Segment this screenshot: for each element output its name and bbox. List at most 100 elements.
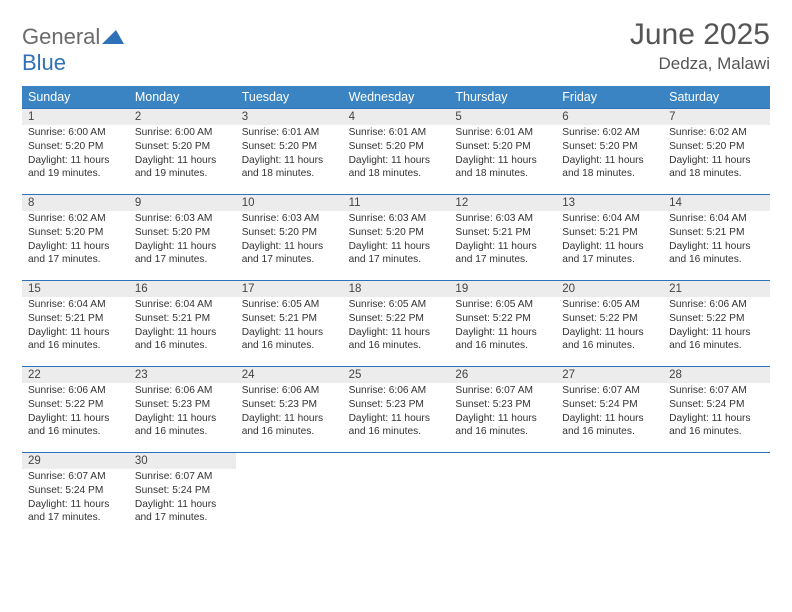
day-cell: 22Sunrise: 6:06 AMSunset: 5:22 PMDayligh… (22, 366, 129, 452)
day-number: 8 (22, 195, 129, 211)
day-details: Sunrise: 6:05 AMSunset: 5:22 PMDaylight:… (343, 297, 450, 357)
day-number: 26 (449, 367, 556, 383)
day-details: Sunrise: 6:05 AMSunset: 5:22 PMDaylight:… (449, 297, 556, 357)
day-number: 14 (663, 195, 770, 211)
day-details: Sunrise: 6:04 AMSunset: 5:21 PMDaylight:… (663, 211, 770, 271)
day-number: 11 (343, 195, 450, 211)
logo: General Blue (22, 18, 124, 76)
day-cell: 21Sunrise: 6:06 AMSunset: 5:22 PMDayligh… (663, 280, 770, 366)
day-details: Sunrise: 6:07 AMSunset: 5:24 PMDaylight:… (556, 383, 663, 443)
day-number: 22 (22, 367, 129, 383)
day-number: 2 (129, 109, 236, 125)
day-cell: 15Sunrise: 6:04 AMSunset: 5:21 PMDayligh… (22, 280, 129, 366)
weekday-col: Friday (556, 86, 663, 108)
day-details: Sunrise: 6:06 AMSunset: 5:22 PMDaylight:… (663, 297, 770, 357)
location-label: Dedza, Malawi (630, 54, 770, 74)
day-cell: 23Sunrise: 6:06 AMSunset: 5:23 PMDayligh… (129, 366, 236, 452)
day-details: Sunrise: 6:02 AMSunset: 5:20 PMDaylight:… (22, 211, 129, 271)
day-cell: 3Sunrise: 6:01 AMSunset: 5:20 PMDaylight… (236, 108, 343, 194)
day-cell: 12Sunrise: 6:03 AMSunset: 5:21 PMDayligh… (449, 194, 556, 280)
day-cell: 20Sunrise: 6:05 AMSunset: 5:22 PMDayligh… (556, 280, 663, 366)
empty-cell (343, 452, 450, 538)
logo-text: General Blue (22, 24, 124, 76)
day-cell: 11Sunrise: 6:03 AMSunset: 5:20 PMDayligh… (343, 194, 450, 280)
day-details: Sunrise: 6:00 AMSunset: 5:20 PMDaylight:… (129, 125, 236, 185)
weekday-col: Sunday (22, 86, 129, 108)
empty-cell (449, 452, 556, 538)
day-number: 17 (236, 281, 343, 297)
weekday-col: Tuesday (236, 86, 343, 108)
day-number: 19 (449, 281, 556, 297)
day-cell: 6Sunrise: 6:02 AMSunset: 5:20 PMDaylight… (556, 108, 663, 194)
day-cell: 5Sunrise: 6:01 AMSunset: 5:20 PMDaylight… (449, 108, 556, 194)
day-details: Sunrise: 6:02 AMSunset: 5:20 PMDaylight:… (663, 125, 770, 185)
day-details: Sunrise: 6:01 AMSunset: 5:20 PMDaylight:… (236, 125, 343, 185)
day-cell: 2Sunrise: 6:00 AMSunset: 5:20 PMDaylight… (129, 108, 236, 194)
day-details: Sunrise: 6:04 AMSunset: 5:21 PMDaylight:… (556, 211, 663, 271)
day-details: Sunrise: 6:01 AMSunset: 5:20 PMDaylight:… (343, 125, 450, 185)
calendar-grid: 1Sunrise: 6:00 AMSunset: 5:20 PMDaylight… (22, 108, 770, 538)
day-cell: 26Sunrise: 6:07 AMSunset: 5:23 PMDayligh… (449, 366, 556, 452)
day-cell: 9Sunrise: 6:03 AMSunset: 5:20 PMDaylight… (129, 194, 236, 280)
day-number: 21 (663, 281, 770, 297)
day-number: 27 (556, 367, 663, 383)
day-details: Sunrise: 6:04 AMSunset: 5:21 PMDaylight:… (22, 297, 129, 357)
weekday-header: Sunday Monday Tuesday Wednesday Thursday… (22, 86, 770, 108)
day-details: Sunrise: 6:01 AMSunset: 5:20 PMDaylight:… (449, 125, 556, 185)
day-number: 9 (129, 195, 236, 211)
day-cell: 13Sunrise: 6:04 AMSunset: 5:21 PMDayligh… (556, 194, 663, 280)
day-cell: 19Sunrise: 6:05 AMSunset: 5:22 PMDayligh… (449, 280, 556, 366)
day-cell: 14Sunrise: 6:04 AMSunset: 5:21 PMDayligh… (663, 194, 770, 280)
day-details: Sunrise: 6:02 AMSunset: 5:20 PMDaylight:… (556, 125, 663, 185)
day-number: 3 (236, 109, 343, 125)
day-cell: 30Sunrise: 6:07 AMSunset: 5:24 PMDayligh… (129, 452, 236, 538)
calendar-page: General Blue June 2025 Dedza, Malawi Sun… (0, 0, 792, 556)
day-details: Sunrise: 6:07 AMSunset: 5:23 PMDaylight:… (449, 383, 556, 443)
day-details: Sunrise: 6:06 AMSunset: 5:23 PMDaylight:… (129, 383, 236, 443)
day-cell: 24Sunrise: 6:06 AMSunset: 5:23 PMDayligh… (236, 366, 343, 452)
day-cell: 1Sunrise: 6:00 AMSunset: 5:20 PMDaylight… (22, 108, 129, 194)
day-number: 1 (22, 109, 129, 125)
day-number: 13 (556, 195, 663, 211)
day-number: 29 (22, 453, 129, 469)
day-cell: 29Sunrise: 6:07 AMSunset: 5:24 PMDayligh… (22, 452, 129, 538)
day-details: Sunrise: 6:07 AMSunset: 5:24 PMDaylight:… (22, 469, 129, 529)
day-details: Sunrise: 6:05 AMSunset: 5:21 PMDaylight:… (236, 297, 343, 357)
day-details: Sunrise: 6:03 AMSunset: 5:21 PMDaylight:… (449, 211, 556, 271)
day-cell: 8Sunrise: 6:02 AMSunset: 5:20 PMDaylight… (22, 194, 129, 280)
day-details: Sunrise: 6:03 AMSunset: 5:20 PMDaylight:… (129, 211, 236, 271)
day-cell: 27Sunrise: 6:07 AMSunset: 5:24 PMDayligh… (556, 366, 663, 452)
logo-part1: General (22, 24, 100, 49)
weekday-col: Monday (129, 86, 236, 108)
day-number: 15 (22, 281, 129, 297)
day-number: 7 (663, 109, 770, 125)
day-cell: 7Sunrise: 6:02 AMSunset: 5:20 PMDaylight… (663, 108, 770, 194)
title-block: June 2025 Dedza, Malawi (630, 18, 770, 74)
logo-part2: Blue (22, 50, 66, 75)
day-cell: 16Sunrise: 6:04 AMSunset: 5:21 PMDayligh… (129, 280, 236, 366)
day-number: 25 (343, 367, 450, 383)
day-number: 12 (449, 195, 556, 211)
day-number: 6 (556, 109, 663, 125)
day-number: 28 (663, 367, 770, 383)
day-cell: 25Sunrise: 6:06 AMSunset: 5:23 PMDayligh… (343, 366, 450, 452)
weekday-col: Thursday (449, 86, 556, 108)
weekday-col: Saturday (663, 86, 770, 108)
page-title: June 2025 (630, 18, 770, 52)
day-details: Sunrise: 6:07 AMSunset: 5:24 PMDaylight:… (663, 383, 770, 443)
day-cell: 17Sunrise: 6:05 AMSunset: 5:21 PMDayligh… (236, 280, 343, 366)
logo-triangle-icon (102, 30, 124, 44)
day-details: Sunrise: 6:07 AMSunset: 5:24 PMDaylight:… (129, 469, 236, 529)
day-number: 20 (556, 281, 663, 297)
header: General Blue June 2025 Dedza, Malawi (22, 18, 770, 76)
day-number: 23 (129, 367, 236, 383)
day-number: 10 (236, 195, 343, 211)
day-details: Sunrise: 6:06 AMSunset: 5:22 PMDaylight:… (22, 383, 129, 443)
day-number: 16 (129, 281, 236, 297)
day-cell: 18Sunrise: 6:05 AMSunset: 5:22 PMDayligh… (343, 280, 450, 366)
day-details: Sunrise: 6:03 AMSunset: 5:20 PMDaylight:… (343, 211, 450, 271)
day-cell: 10Sunrise: 6:03 AMSunset: 5:20 PMDayligh… (236, 194, 343, 280)
empty-cell (236, 452, 343, 538)
day-cell: 28Sunrise: 6:07 AMSunset: 5:24 PMDayligh… (663, 366, 770, 452)
day-details: Sunrise: 6:00 AMSunset: 5:20 PMDaylight:… (22, 125, 129, 185)
